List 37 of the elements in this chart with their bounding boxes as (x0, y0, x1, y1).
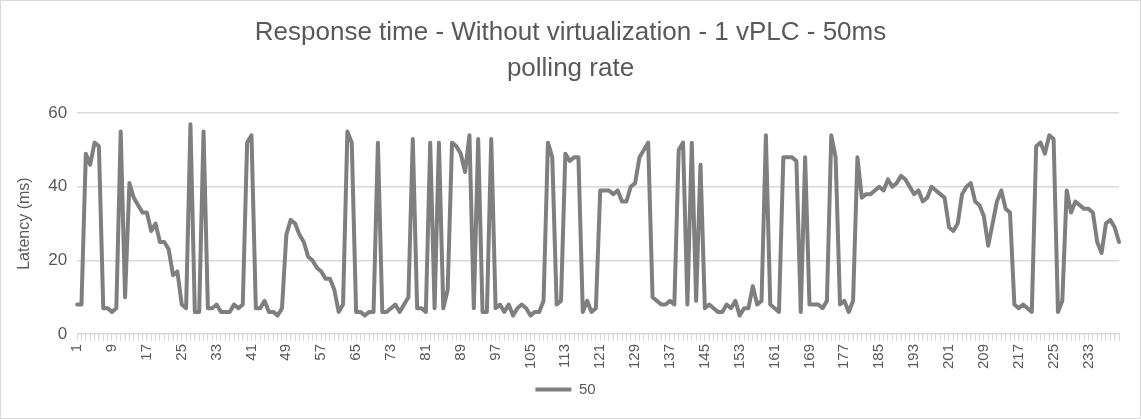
x-tick-label: 33 (206, 343, 224, 361)
x-tick-label: 169 (799, 343, 817, 369)
x-tick-label: 161 (764, 343, 782, 369)
x-tick-label: 25 (171, 343, 189, 361)
x-tick-label: 9 (102, 343, 120, 353)
x-tick-label: 137 (660, 343, 678, 369)
x-tick-label: 225 (1043, 343, 1061, 369)
x-tick-label: 145 (695, 343, 712, 369)
y-tick-label: 60 (48, 102, 68, 122)
x-tick-label: 41 (241, 343, 259, 361)
y-axis-title: Latency (ms) (15, 177, 33, 270)
x-tick-label: 81 (416, 343, 433, 361)
x-tick-label: 153 (729, 343, 747, 369)
x-tick-label: 89 (450, 343, 468, 361)
x-tick-label: 49 (276, 343, 294, 361)
x-tick-label: 217 (1008, 343, 1026, 369)
chart-title: Response time - Without virtualization - 1 vPLC - 50ms polling rate (253, 15, 888, 84)
x-tick-label: 129 (625, 343, 643, 369)
x-tick-label: 57 (311, 343, 329, 361)
x-tick-label: 97 (485, 343, 503, 361)
x-tick-label: 113 (555, 343, 573, 368)
x-tick-label: 65 (346, 343, 364, 361)
x-tick-label: 201 (939, 343, 957, 369)
y-tick-label: 0 (57, 323, 68, 343)
x-tick-label: 1 (67, 343, 85, 353)
legend-label: 50 (578, 379, 596, 397)
x-tick-label: 121 (590, 343, 608, 369)
x-tick-label: 193 (904, 343, 922, 369)
x-tick-label: 73 (381, 343, 399, 361)
x-tick-label: 177 (834, 343, 852, 369)
x-tick-label: 209 (974, 343, 991, 369)
y-tick-label: 40 (48, 176, 68, 196)
y-tick-label: 20 (48, 250, 68, 270)
x-tick-label: 233 (1078, 343, 1096, 369)
x-tick-label: 105 (520, 343, 538, 369)
x-tick-label: 17 (137, 343, 154, 361)
x-tick-label: 185 (869, 343, 887, 369)
